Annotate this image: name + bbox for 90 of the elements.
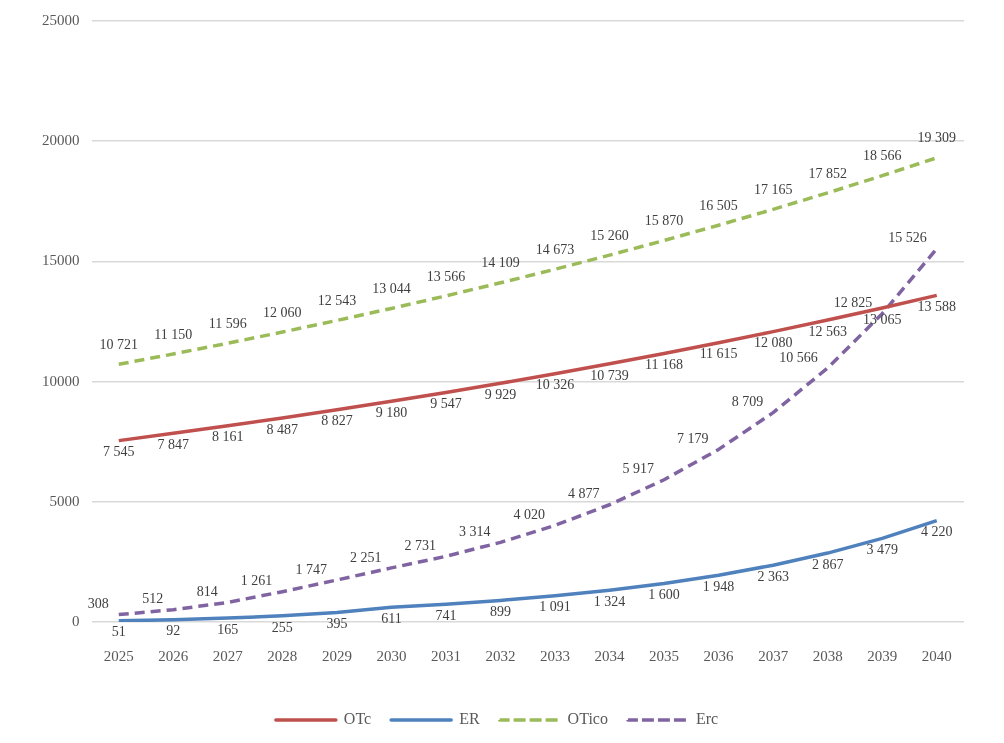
x-tick-label: 2038 [812,647,843,664]
data-label: 12 825 [833,295,873,311]
data-label: 741 [435,607,457,623]
x-tick-label: 2029 [321,647,352,664]
data-label: 15 526 [888,230,927,246]
y-tick-label: 0 [72,612,80,629]
data-label: 13 065 [862,311,902,327]
data-label: 9 547 [430,396,462,412]
data-label: 2 251 [349,549,382,565]
data-label: 12 060 [263,304,302,320]
data-label: 13 044 [372,281,411,297]
data-label: 12 543 [317,293,357,309]
data-label: 13 566 [426,268,466,284]
data-label: 92 [166,623,181,639]
data-label: 7 545 [103,444,135,460]
data-label: 9 929 [484,386,517,402]
y-tick-label: 10000 [42,372,80,389]
data-label: 17 852 [808,165,847,181]
y-tick-label: 25000 [42,11,80,28]
data-label: 19 309 [917,130,956,146]
data-label: 12 563 [808,323,847,339]
data-label: 7 847 [157,437,190,453]
x-tick-label: 2036 [703,647,735,664]
x-tick-label: 2040 [921,647,952,664]
x-tick-label: 2028 [267,647,298,664]
data-label: 5 917 [622,461,655,477]
data-label: 395 [326,616,348,632]
legend-label: ER [459,710,480,728]
x-tick-label: 2031 [430,647,461,664]
x-tick-label: 2030 [376,647,407,664]
data-label: 611 [381,610,402,626]
data-label: 10 721 [99,336,139,352]
data-label: 8 487 [266,421,299,437]
data-label: 1 948 [702,578,735,594]
data-label: 11 168 [645,357,684,373]
x-tick-label: 2035 [649,647,680,664]
data-label: 3 479 [866,542,898,558]
y-tick-label: 15000 [42,252,80,269]
y-tick-label: 20000 [42,132,80,149]
data-label: 7 179 [677,431,709,447]
data-label: 14 673 [535,241,575,257]
legend-label: Erc [695,710,719,728]
x-tick-label: 2039 [867,647,898,664]
data-label: 10 566 [779,349,818,365]
data-label: 2 867 [811,556,844,572]
data-label: 4 220 [920,524,953,540]
data-label: 1 600 [648,587,680,603]
data-label: 9 180 [375,404,408,420]
data-label: 12 080 [753,335,793,351]
data-label: 15 870 [644,213,684,229]
x-tick-label: 2032 [485,647,516,664]
data-label: 1 261 [240,573,273,589]
data-label: 8 161 [212,429,244,445]
data-label: 15 260 [590,227,629,243]
data-label: 3 314 [458,524,491,539]
data-label: 1 747 [295,561,327,577]
data-label: 18 566 [862,148,902,164]
data-label: 16 505 [699,197,738,213]
data-label: 899 [489,604,511,620]
x-tick-label: 2027 [212,647,244,664]
data-label: 4 877 [568,486,600,502]
x-tick-label: 2033 [540,647,571,664]
data-label: 13 588 [917,299,956,315]
data-label: 512 [142,591,164,607]
data-label: 10 326 [535,377,575,393]
data-label: 10 739 [590,367,629,383]
x-tick-label: 2026 [158,647,189,664]
data-label: 8 709 [731,394,764,410]
data-label: 8 827 [321,413,353,429]
data-label: 4 020 [513,507,546,523]
data-label: 308 [87,596,109,612]
data-label: 2 363 [757,568,789,584]
data-label: 11 596 [208,315,247,331]
x-tick-label: 2034 [594,647,626,664]
y-tick-label: 5000 [49,492,80,509]
data-label: 17 165 [753,182,793,198]
legend-label: OTc [343,710,372,728]
data-label: 1 091 [539,599,571,615]
x-tick-label: 2037 [758,647,789,664]
data-label: 11 150 [154,326,193,342]
legend-label: OTico [567,710,608,728]
data-label: 14 109 [481,255,520,271]
data-label: 2 731 [404,538,436,554]
data-label: 814 [196,584,218,600]
data-label: 51 [111,624,126,640]
data-label: 255 [271,619,293,635]
x-tick-label: 2025 [103,647,134,664]
data-label: 165 [217,621,239,637]
data-label: 11 615 [699,346,738,362]
data-label: 1 324 [593,593,626,609]
